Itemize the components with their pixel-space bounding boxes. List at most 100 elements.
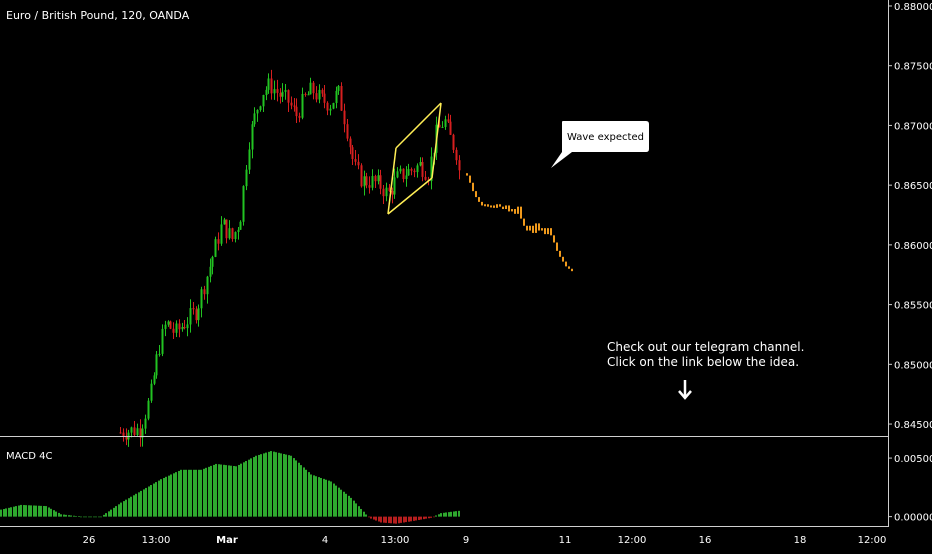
macd-bar [110, 509, 112, 517]
candle-body [150, 383, 153, 401]
macd-bar [153, 483, 155, 517]
price-tick-label: 0.87500 [894, 62, 932, 73]
time-axis[interactable]: 26 13:00 Mar 4 13:00 9 11 12:00 16 18 12:00 [83, 535, 887, 546]
macd-bar [140, 490, 142, 517]
projection-bar [523, 218, 525, 226]
macd-bar [275, 452, 277, 517]
macd-bar [378, 516, 380, 522]
candle-body [287, 90, 290, 103]
candle-body [410, 169, 413, 171]
candle-body [200, 289, 203, 309]
macd-bar [258, 454, 260, 517]
macd-bar [375, 516, 377, 521]
candle-body [326, 102, 329, 111]
macd-bar [128, 498, 130, 517]
projection-bar [532, 225, 534, 233]
macd-bar [323, 478, 325, 517]
macd-bar [50, 508, 52, 517]
candle-body [337, 86, 340, 91]
macd-bar [190, 469, 192, 517]
time-tick-label: 26 [83, 535, 96, 546]
chart-title: Euro / British Pound, 120, OANDA [6, 9, 190, 22]
macd-bar [395, 516, 397, 524]
macd-bar [238, 464, 240, 517]
macd-bar [115, 506, 117, 517]
candle-body [449, 121, 452, 135]
macd-bar [150, 485, 152, 517]
projection-bar [499, 204, 501, 207]
candle-body [363, 176, 366, 187]
candle-body [242, 186, 245, 222]
macd-bar [208, 466, 210, 517]
candle-body [183, 327, 186, 329]
pattern-line [387, 177, 433, 215]
candle-body [197, 308, 200, 321]
candle-body [346, 124, 349, 139]
macd-bar [388, 516, 390, 524]
macd-bar [405, 516, 407, 523]
macd-axis[interactable]: 0.00500 0.00000 [888, 454, 932, 524]
candle-body [455, 149, 458, 161]
macd-bar [418, 516, 420, 520]
projection-bar [490, 205, 492, 208]
projection-bar [562, 256, 564, 262]
candle-body [186, 324, 189, 329]
candle-body [206, 276, 209, 295]
candle-body [318, 89, 321, 100]
macd-bar [45, 506, 47, 517]
macd-bar [350, 497, 352, 517]
macd-bar [75, 516, 77, 517]
projection-bar [496, 204, 498, 208]
candle-body [329, 108, 332, 111]
macd-bar [360, 508, 362, 517]
candle-body [161, 328, 164, 354]
candle-body [458, 160, 461, 171]
macd-bar [125, 499, 127, 517]
projection-bar [529, 225, 531, 231]
candle-body [234, 232, 237, 240]
candle-body [332, 102, 335, 109]
projection-group [466, 173, 573, 272]
macd-bar [203, 468, 205, 517]
candle-body [256, 109, 259, 114]
macd-bar [185, 469, 187, 517]
candle-body [239, 221, 242, 230]
macd-bar [400, 516, 402, 523]
macd-bar [283, 453, 285, 517]
projection-bar [472, 182, 474, 192]
candle-body [360, 165, 363, 187]
macd-bar [18, 505, 20, 517]
macd-bar [33, 505, 35, 517]
candle-body [192, 308, 195, 310]
callout-text: Wave expected [567, 132, 644, 143]
candle-body [248, 149, 251, 170]
macd-bar [53, 510, 55, 517]
macd-bar [268, 451, 270, 517]
wave-callout[interactable]: Wave expected [551, 121, 649, 168]
macd-bar [330, 481, 332, 517]
macd-bar [233, 465, 235, 517]
candle-body [267, 78, 270, 90]
macd-bar [193, 469, 195, 517]
macd-bar [368, 516, 370, 518]
projection-bar [484, 204, 486, 207]
macd-bar [103, 514, 105, 517]
macd-bar [273, 451, 275, 517]
macd-pane[interactable] [0, 451, 460, 524]
macd-bar [340, 489, 342, 517]
price-tick-label: 0.87000 [894, 121, 932, 132]
macd-bar [83, 516, 85, 518]
projection-bar [478, 197, 480, 202]
macd-bar [165, 476, 167, 517]
price-axis[interactable]: 0.88000 0.87500 0.87000 0.86500 0.86000 0.855… [888, 2, 932, 431]
macd-bar [38, 505, 40, 517]
macd-bar [235, 466, 237, 517]
macd-bar [23, 505, 25, 517]
candle-body [351, 147, 354, 160]
macd-bar [143, 489, 145, 517]
candle-body [293, 105, 296, 107]
macd-bar [173, 473, 175, 517]
macd-bar [270, 451, 272, 517]
candles-group [119, 69, 461, 447]
